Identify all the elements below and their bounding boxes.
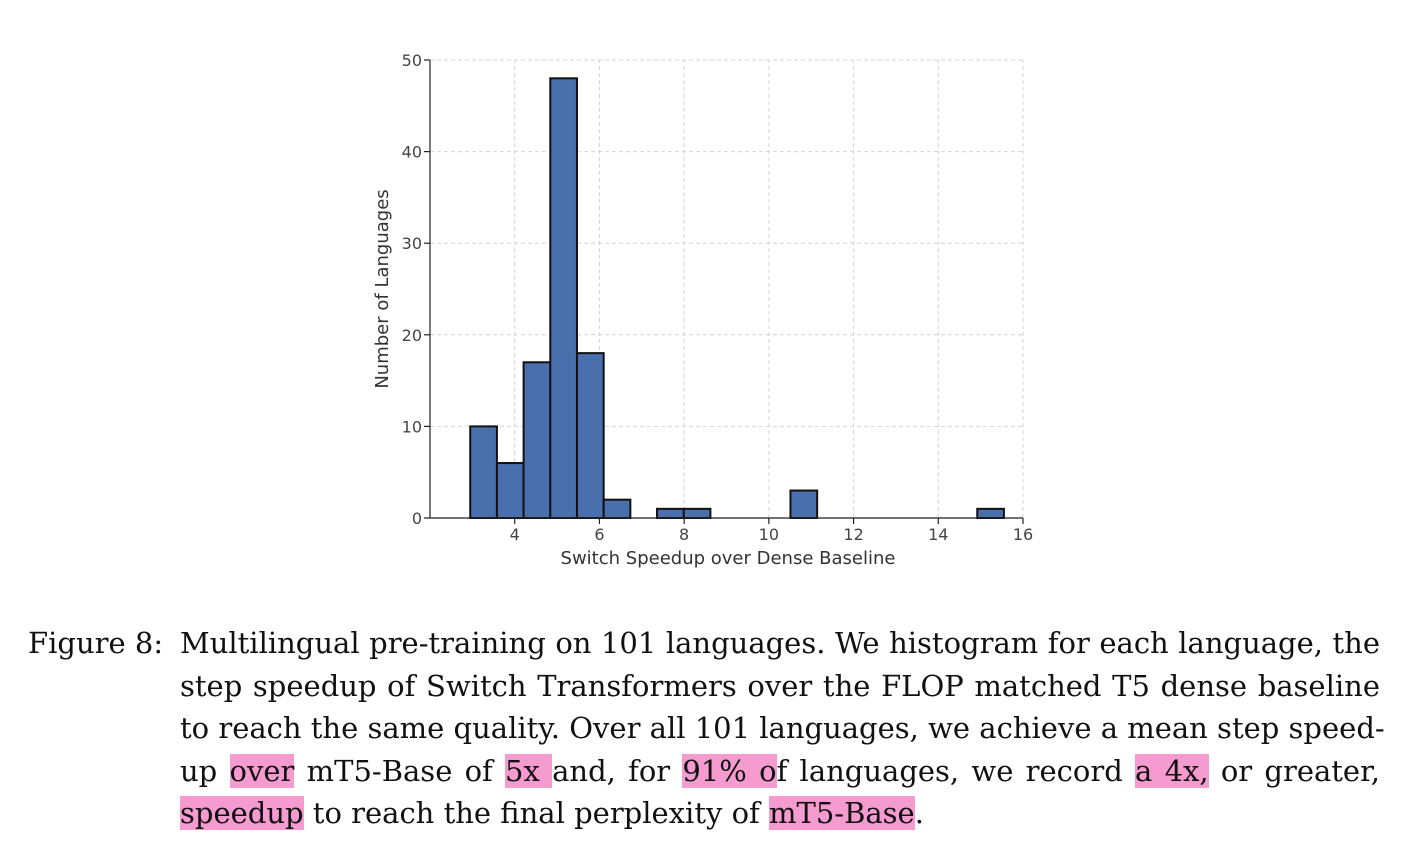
caption-line: to reach the same quality. Over all 101 …: [180, 707, 1385, 750]
caption-text-run: up: [180, 753, 230, 788]
histogram-bar: [575, 352, 605, 519]
highlighted-text: over: [229, 753, 295, 788]
highlighted-text: a 4x,: [1135, 753, 1209, 788]
caption-text-run: to reach the same quality. Over all 101 …: [180, 711, 1385, 746]
histogram-bars: [469, 77, 1005, 520]
histogram-bar: [522, 361, 552, 519]
caption-text-run: to reach the final perplexity of: [303, 796, 769, 831]
caption-text-run: and, for: [552, 753, 683, 788]
tick-labels: 0 10 20 30 40 50 4 6 8 10 12 14 16: [402, 51, 1034, 544]
caption-line: speedup to reach the final perplexity of…: [180, 792, 1380, 835]
highlighted-text: 5x: [505, 753, 553, 788]
x-axis-label: Switch Speedup over Dense Baseline: [561, 548, 896, 569]
histogram-chart: 0 10 20 30 40 50 4 6 8 10 12 14 16 Switch Speedup ov…: [372, 51, 1034, 569]
histogram-bar: [495, 462, 525, 520]
caption-text-run: .: [914, 796, 924, 831]
caption-text-run: mT5-Base of: [294, 753, 506, 788]
axes: [424, 59, 1024, 524]
highlighted-text: mT5-Base: [768, 796, 915, 831]
x-tick-label: 4: [510, 525, 520, 544]
y-tick-label: 30: [402, 234, 422, 253]
highlighted-text: 91% o: [682, 753, 777, 788]
x-tick-label: 10: [759, 525, 779, 544]
histogram-bar: [656, 507, 685, 519]
y-tick-label: 50: [402, 51, 422, 70]
histogram-bar: [976, 507, 1005, 519]
x-tick-label: 12: [843, 525, 863, 544]
histogram-bar: [602, 498, 632, 519]
caption-text-run: Multilingual pre-training on 101 languag…: [180, 626, 1380, 660]
caption-line: Multilingual pre-training on 101 languag…: [180, 622, 1380, 665]
caption-text-run: or greater,: [1208, 753, 1380, 788]
histogram-bar: [549, 77, 578, 519]
x-tick-label: 6: [594, 525, 604, 544]
histogram-bar: [789, 489, 819, 519]
grid-lines: [430, 59, 1024, 518]
y-tick-label: 40: [402, 143, 422, 162]
caption-line: step speedup of Switch Transformers over…: [180, 665, 1380, 708]
x-tick-label: 8: [679, 525, 689, 544]
figure-label: Figure 8:: [28, 626, 164, 660]
histogram-bar: [469, 425, 498, 519]
x-tick-label: 14: [928, 525, 948, 544]
y-tick-label: 10: [402, 417, 422, 436]
histogram-bar: [682, 507, 712, 519]
x-tick-label: 16: [1013, 525, 1033, 544]
y-tick-label: 0: [412, 509, 422, 528]
highlighted-text: speedup: [180, 796, 304, 831]
caption-text-run: step speedup of Switch Transformers over…: [180, 668, 1380, 703]
y-axis-label: Number of Languages: [372, 189, 393, 388]
caption-line: up over mT5-Base of 5x and, for 91% of l…: [180, 750, 1380, 793]
caption-text-run: f languages, we record: [776, 753, 1136, 788]
y-tick-label: 20: [402, 326, 422, 345]
